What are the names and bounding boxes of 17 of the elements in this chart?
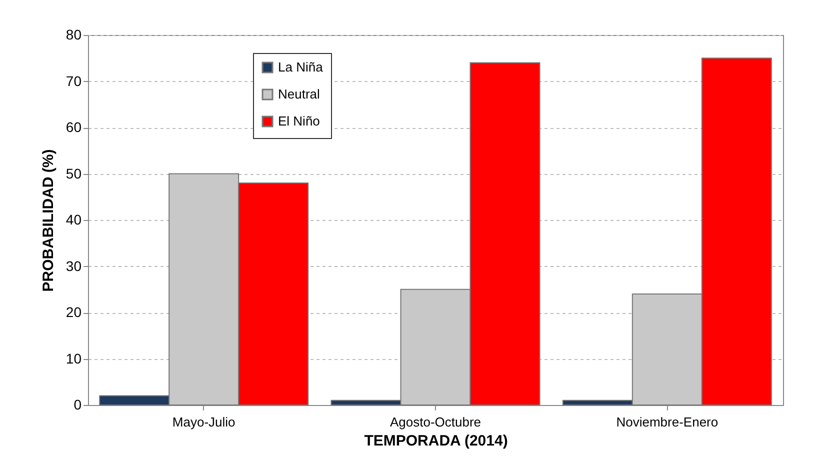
y-tick-label: 50 bbox=[66, 165, 82, 182]
x-tick-label: Noviembre-Enero bbox=[616, 414, 718, 430]
y-tick-label: 10 bbox=[66, 350, 82, 366]
x-axis-title: TEMPORADA (2014) bbox=[364, 432, 508, 450]
legend-label: Neutral bbox=[278, 86, 320, 102]
legend-label: La Niña bbox=[278, 60, 324, 74]
y-tick-label: 40 bbox=[66, 212, 82, 228]
legend-label: El Niño bbox=[278, 114, 320, 128]
y-tick-label: 0 bbox=[74, 396, 82, 412]
y-axis-title: PROBABILIDAD (%) bbox=[40, 149, 57, 292]
x-tick-label: Mayo-Julio bbox=[172, 414, 236, 430]
y-tick-label: 60 bbox=[66, 119, 82, 135]
y-tick-label: 80 bbox=[66, 26, 82, 42]
x-tick-label: Agosto-Octubre bbox=[390, 414, 482, 430]
y-tick-label: 30 bbox=[66, 258, 82, 274]
y-tick-label: 70 bbox=[66, 72, 82, 89]
y-tick-label: 20 bbox=[66, 304, 82, 320]
